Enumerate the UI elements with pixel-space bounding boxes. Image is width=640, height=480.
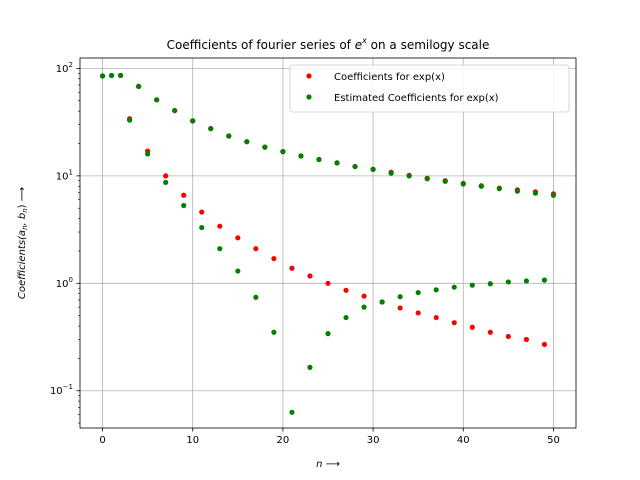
point-estimated [298, 153, 304, 159]
point-estimated [370, 166, 376, 172]
chart-title: Coefficients of fourier series of ex on … [167, 36, 490, 52]
point-estimated [388, 170, 394, 176]
x-tick-label: 40 [457, 435, 470, 446]
point-estimated [550, 192, 557, 198]
x-tick-label: 50 [547, 435, 560, 446]
point-coefficient [343, 287, 349, 293]
point-estimated [262, 144, 268, 150]
point-coefficient [487, 329, 493, 335]
point-coefficient [199, 209, 205, 215]
point-estimated [145, 151, 151, 157]
y-tick-label: 101 [56, 168, 73, 182]
point-coefficient [217, 223, 223, 229]
point-estimated [406, 173, 412, 179]
axes-frame [79, 57, 577, 429]
x-tick-label: 30 [367, 435, 380, 446]
point-coefficient [163, 173, 169, 179]
point-estimated [325, 331, 331, 337]
point-estimated [235, 268, 241, 274]
point-estimated [496, 186, 502, 192]
point-coefficient [523, 336, 530, 343]
legend: Coefficients for exp(x) Estimated Coeffi… [289, 64, 570, 113]
point-coefficient [433, 314, 439, 321]
point-estimated [208, 126, 214, 132]
point-estimated [199, 224, 205, 231]
y-tick-label: 102 [56, 61, 73, 75]
point-estimated [99, 73, 106, 79]
x-tick-label: 20 [277, 435, 290, 446]
point-estimated [253, 294, 259, 300]
legend-marker-estimated [306, 94, 312, 100]
point-estimated [478, 183, 484, 189]
y-axis-label: Coefficients(an, bn) ⟶ [17, 187, 29, 299]
point-coefficient [289, 265, 295, 271]
legend-label-coefficients: Coefficients for exp(x) [334, 72, 445, 83]
legend-label-estimated: Estimated Coefficients for exp(x) [334, 93, 499, 104]
point-estimated [244, 139, 250, 145]
point-estimated [154, 97, 160, 103]
point-coefficient [469, 324, 475, 330]
point-coefficient [271, 255, 277, 262]
x-axis-ticks: 0 10 20 30 40 50 [99, 428, 560, 446]
y-axis-ticks: 10−1 100 101 102 [50, 61, 80, 424]
point-estimated [343, 314, 349, 321]
data-points [99, 72, 557, 415]
point-estimated [307, 364, 313, 370]
legend-marker-coefficients [306, 73, 312, 79]
point-estimated [523, 278, 530, 284]
point-coefficient [181, 192, 187, 198]
y-tick-label: 10−1 [50, 383, 73, 397]
point-coefficient [415, 310, 421, 316]
point-estimated [415, 289, 421, 296]
point-estimated [334, 160, 340, 166]
point-estimated [541, 277, 548, 283]
point-estimated [127, 117, 133, 123]
point-estimated [136, 83, 142, 90]
point-estimated [280, 149, 286, 155]
point-estimated [442, 178, 448, 184]
point-estimated [271, 329, 277, 335]
point-estimated [451, 284, 457, 290]
point-estimated [361, 304, 367, 310]
point-coefficient [325, 280, 331, 286]
point-estimated [505, 279, 511, 285]
x-tick-label: 0 [99, 435, 105, 446]
point-coefficient [235, 235, 241, 241]
y-tick-label: 100 [56, 276, 73, 290]
point-estimated [217, 246, 223, 252]
point-estimated [433, 287, 439, 293]
point-coefficient [451, 320, 457, 326]
point-estimated [397, 294, 403, 300]
point-coefficient [361, 293, 367, 299]
point-estimated [172, 107, 178, 114]
point-estimated [487, 281, 493, 287]
point-estimated [379, 299, 385, 305]
x-axis-label: n ⟶ [316, 459, 340, 470]
point-estimated [316, 156, 322, 163]
point-coefficient [307, 273, 313, 279]
point-estimated [190, 118, 196, 124]
point-estimated [108, 72, 115, 79]
x-tick-label: 10 [186, 435, 199, 446]
point-coefficient [505, 333, 511, 340]
point-estimated [424, 176, 430, 182]
point-estimated [181, 202, 187, 209]
point-estimated [289, 409, 295, 415]
point-coefficient [397, 305, 403, 311]
point-estimated [514, 188, 520, 194]
point-coefficient [541, 341, 548, 347]
point-estimated [117, 72, 124, 79]
point-estimated [352, 163, 358, 170]
legend-box [289, 64, 570, 113]
point-coefficient [253, 246, 259, 252]
point-estimated [532, 190, 539, 196]
point-estimated [163, 179, 169, 185]
point-estimated [460, 181, 466, 187]
point-estimated [226, 133, 232, 139]
point-estimated [469, 282, 475, 288]
